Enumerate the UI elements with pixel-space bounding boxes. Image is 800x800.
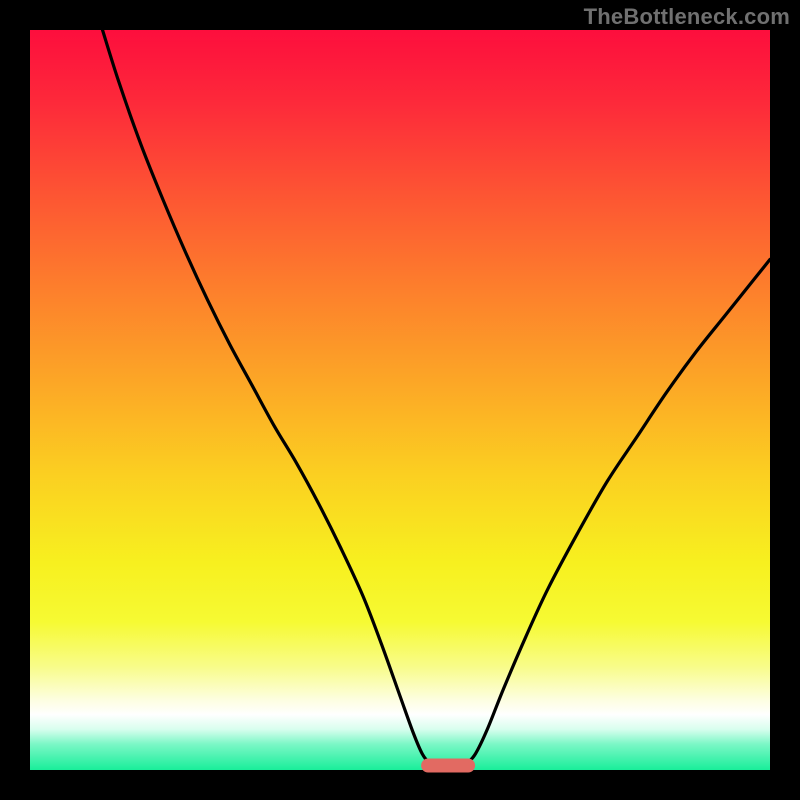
watermark-text: TheBottleneck.com: [584, 4, 790, 30]
chart-stage: TheBottleneck.com: [0, 0, 800, 800]
bottleneck-chart: [0, 0, 800, 800]
optimum-marker: [421, 759, 475, 773]
